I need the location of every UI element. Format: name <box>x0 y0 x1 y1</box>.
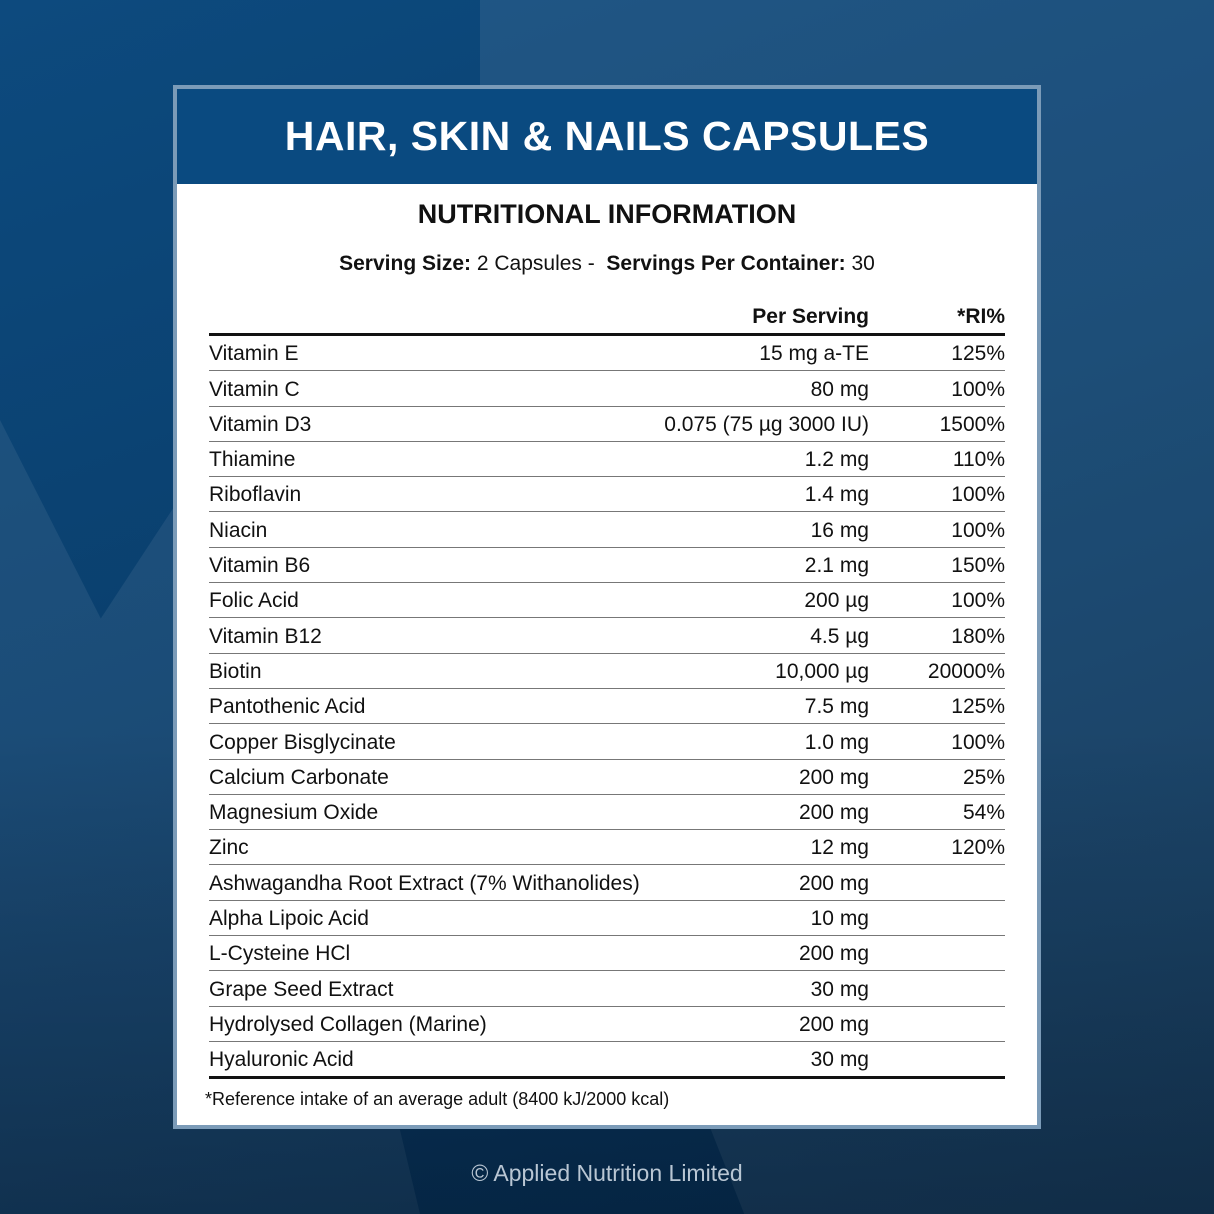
table-row: Folic Acid 200 µg 100% <box>209 583 1005 619</box>
table-header: Per Serving *RI% <box>209 299 1005 336</box>
ri-percent: 1500% <box>939 412 1005 436</box>
ri-percent: 54% <box>962 801 1005 825</box>
column-header-per-serving: Per Serving <box>752 305 869 328</box>
nutrient-name: Alpha Lipoic Acid <box>209 907 369 931</box>
per-serving-amount: 30 mg <box>810 1048 869 1072</box>
nutrition-table: Per Serving *RI% Vitamin E 15 mg a-TE 125%… <box>209 299 1005 1080</box>
per-serving-amount: 2.1 mg <box>804 554 869 578</box>
servings-per-container-label: Servings Per Container: <box>606 252 846 275</box>
nutrient-name: Riboflavin <box>209 483 302 507</box>
table-row: Vitamin B12 4.5 µg 180% <box>209 618 1005 654</box>
nutrient-name: Vitamin B12 <box>209 624 322 648</box>
table-row: Pantothenic Acid 7.5 mg 125% <box>209 689 1005 725</box>
nutrient-name: Pantothenic Acid <box>209 695 366 719</box>
ri-percent: 100% <box>951 377 1005 401</box>
per-serving-amount: 200 µg <box>804 589 869 613</box>
nutrient-name: Vitamin E <box>209 342 299 366</box>
copyright-text: © Applied Nutrition Limited <box>471 1160 743 1186</box>
nutrient-name: Hyaluronic Acid <box>209 1048 354 1072</box>
nutrient-name: L-Cysteine HCl <box>209 942 351 966</box>
per-serving-amount: 30 mg <box>810 977 869 1001</box>
nutrient-name: Grape Seed Extract <box>209 977 394 1001</box>
table-row: Hyaluronic Acid 30 mg <box>209 1042 1005 1080</box>
table-row: Niacin 16 mg 100% <box>209 512 1005 548</box>
nutrient-name: Vitamin D3 <box>209 412 312 436</box>
nutrient-name: Folic Acid <box>209 589 299 613</box>
nutrient-name: Vitamin C <box>209 377 300 401</box>
table-row: Vitamin B6 2.1 mg 150% <box>209 548 1005 584</box>
per-serving-amount: 80 mg <box>810 377 869 401</box>
table-row: Grape Seed Extract 30 mg <box>209 971 1005 1007</box>
ri-percent: 100% <box>951 483 1005 507</box>
ri-percent: 20000% <box>927 659 1005 683</box>
table-row: Vitamin E 15 mg a-TE 125% <box>209 336 1005 372</box>
table-row: Calcium Carbonate 200 mg 25% <box>209 760 1005 795</box>
ri-percent: 100% <box>951 589 1005 613</box>
ri-percent: 25% <box>962 765 1005 789</box>
nutrition-label: HAIR, SKIN & NAILS CAPSULES NUTRITIONAL … <box>173 85 1041 1129</box>
per-serving-amount: 0.075 (75 µg 3000 IU) <box>664 412 869 436</box>
ri-percent: 180% <box>951 624 1005 648</box>
per-serving-amount: 200 mg <box>798 801 869 825</box>
ri-percent: 150% <box>951 554 1005 578</box>
per-serving-amount: 1.2 mg <box>804 448 869 472</box>
ri-percent: 100% <box>951 518 1005 542</box>
per-serving-amount: 16 mg <box>810 518 869 542</box>
per-serving-amount: 7.5 mg <box>804 695 869 719</box>
nutrient-name: Copper Bisglycinate <box>209 730 396 754</box>
ri-percent: 110% <box>952 448 1005 472</box>
per-serving-amount: 200 mg <box>798 765 869 789</box>
ri-percent: 125% <box>951 695 1005 719</box>
ri-percent: 125% <box>951 342 1005 366</box>
ri-percent: 100% <box>951 730 1005 754</box>
nutrient-name: Hydrolysed Collagen (Marine) <box>209 1012 487 1036</box>
nutrient-name: Biotin <box>209 659 262 683</box>
per-serving-amount: 1.4 mg <box>804 483 869 507</box>
nutrient-name: Magnesium Oxide <box>209 801 379 825</box>
table-row: Biotin 10,000 µg 20000% <box>209 654 1005 689</box>
per-serving-amount: 10,000 µg <box>775 659 869 683</box>
nutrient-name: Vitamin B6 <box>209 554 311 578</box>
column-header-ri: *RI% <box>957 305 1005 328</box>
servings-per-container-value: 30 <box>851 252 875 275</box>
table-row: Ashwagandha Root Extract (7% Withanolide… <box>209 865 1005 901</box>
table-row: L-Cysteine HCl 200 mg <box>209 936 1005 972</box>
table-row: Vitamin D3 0.075 (75 µg 3000 IU) 1500% <box>209 407 1005 442</box>
per-serving-amount: 1.0 mg <box>804 730 869 754</box>
per-serving-amount: 200 mg <box>798 1012 869 1036</box>
per-serving-amount: 4.5 µg <box>810 624 869 648</box>
table-row: Vitamin C 80 mg 100% <box>209 371 1005 407</box>
table-row: Thiamine 1.2 mg 110% <box>209 442 1005 478</box>
per-serving-amount: 15 mg a-TE <box>759 342 869 366</box>
serving-size-value: 2 Capsules - <box>476 252 595 275</box>
per-serving-amount: 200 mg <box>798 871 869 895</box>
nutrient-name: Zinc <box>209 836 249 860</box>
section-title: NUTRITIONAL INFORMATION <box>417 199 797 229</box>
ri-percent: 120% <box>951 836 1005 860</box>
serving-info: Serving Size: 2 Capsules - Servings Per … <box>177 252 1037 276</box>
table-row: Copper Bisglycinate 1.0 mg 100% <box>209 724 1005 760</box>
label-header: HAIR, SKIN & NAILS CAPSULES <box>177 89 1037 184</box>
per-serving-amount: 12 mg <box>810 836 869 860</box>
serving-size-label: Serving Size: <box>339 252 472 275</box>
table-row: Hydrolysed Collagen (Marine) 200 mg <box>209 1007 1005 1042</box>
table-row: Riboflavin 1.4 mg 100% <box>209 477 1005 513</box>
nutrient-name: Calcium Carbonate <box>209 765 389 789</box>
nutrient-name: Ashwagandha Root Extract (7% Withanolide… <box>209 871 640 895</box>
per-serving-amount: 10 mg <box>810 907 869 931</box>
table-row: Alpha Lipoic Acid 10 mg <box>209 901 1005 937</box>
table-row: Magnesium Oxide 200 mg 54% <box>209 795 1005 831</box>
table-row: Zinc 12 mg 120% <box>209 830 1005 866</box>
footnote: *Reference intake of an average adult (8… <box>205 1089 670 1109</box>
table-body: Vitamin E 15 mg a-TE 125% Vitamin C 80 mg 100… <box>209 336 1005 1080</box>
product-title: HAIR, SKIN & NAILS CAPSULES <box>284 113 930 159</box>
nutrient-name: Niacin <box>209 518 268 542</box>
per-serving-amount: 200 mg <box>798 942 869 966</box>
nutrient-name: Thiamine <box>209 448 296 472</box>
